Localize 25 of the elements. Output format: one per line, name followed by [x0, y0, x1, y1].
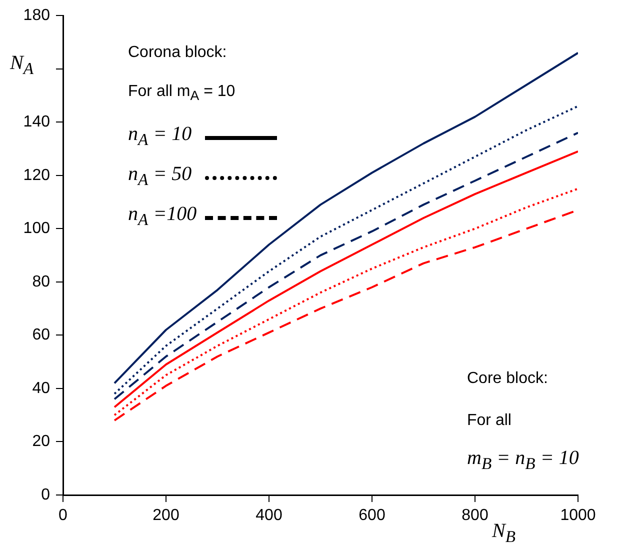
y-tick-label: 180 [23, 7, 50, 24]
annotation: Corona block: [128, 44, 227, 62]
y-tick-label: 120 [23, 166, 50, 184]
y-axis-title: N$_{A}$ [10, 52, 34, 79]
annotation: For all [467, 412, 512, 430]
x-tick-label: 400 [256, 507, 282, 524]
y-tick-label: 80 [32, 273, 50, 290]
y-tick-label: 40 [32, 380, 50, 397]
x-tick-label: 200 [152, 507, 180, 524]
y-tick-label: 0 [41, 486, 50, 504]
annotation: n$_{A}$ = 10 [128, 123, 192, 150]
y-tick-label: 60 [32, 326, 50, 344]
x-tick-label: 800 [462, 507, 488, 524]
x-axis-title: N$_{B}$ [492, 520, 516, 547]
annotation: n$_{A}$ = 50 [128, 163, 192, 190]
annotation: For all m$_{A}$ = 10 [128, 83, 236, 104]
x-tick-label: 0 [58, 507, 68, 524]
x-tick-label: 1000 [560, 507, 596, 524]
y-tick-label: 140 [23, 114, 50, 131]
annotation: m$_{B}$ = n$_{B}$ = 10 [467, 447, 579, 474]
annotation: n$_{A}$ =100 [128, 203, 197, 230]
y-tick-label: 20 [32, 433, 50, 450]
y-tick-label: 100 [23, 220, 50, 238]
x-tick-label: 600 [358, 507, 386, 524]
annotation: Core block: [467, 370, 548, 388]
